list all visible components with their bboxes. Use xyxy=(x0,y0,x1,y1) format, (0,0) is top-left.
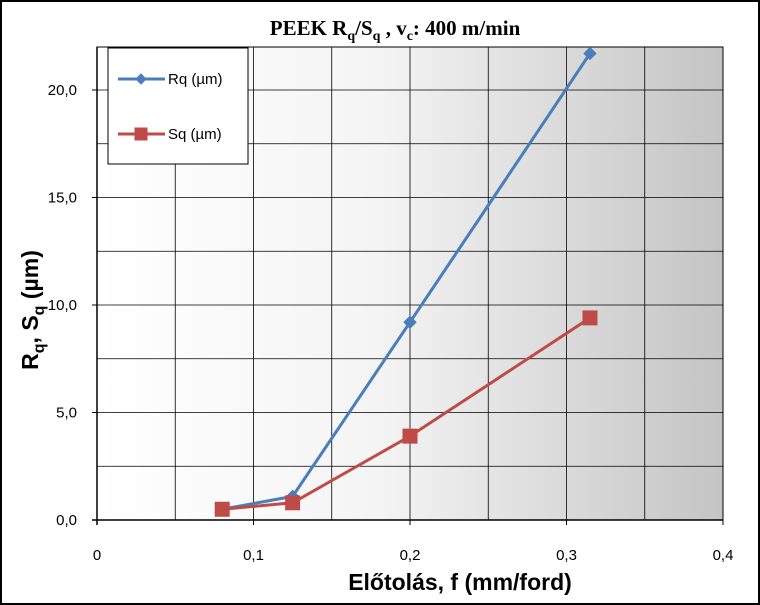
legend-item-sq: Sq (µm) xyxy=(118,126,222,143)
x-tick-label: 0,3 xyxy=(556,547,577,564)
legend-marker xyxy=(134,127,148,141)
series-sq xyxy=(214,310,598,517)
legend-label: Sq (µm) xyxy=(168,126,222,143)
y-tick-label: 20,0 xyxy=(48,82,77,99)
x-tick-label: 0 xyxy=(93,547,101,564)
data-point-rq xyxy=(583,46,597,61)
legend: Rq (µm) Sq (µm) xyxy=(107,47,249,165)
y-tick-label: 10,0 xyxy=(48,297,77,314)
y-tick-label: 15,0 xyxy=(48,190,77,207)
x-tick-label: 0,4 xyxy=(713,547,734,564)
series-line-sq xyxy=(222,316,591,511)
y-axis-title: Rq, Sq (µm) xyxy=(17,250,48,370)
legend-label: Rq (µm) xyxy=(168,71,222,88)
data-point-sq xyxy=(582,310,598,326)
data-point-rq xyxy=(403,315,417,329)
data-point-sq xyxy=(214,501,230,517)
series-line-rq xyxy=(221,52,592,511)
y-tick-label: 5,0 xyxy=(56,405,77,422)
x-tick-label: 0,2 xyxy=(400,547,421,564)
y-tick-label: 0,0 xyxy=(56,512,77,529)
x-tick-label: 0,1 xyxy=(243,547,264,564)
data-point-sq xyxy=(402,428,418,444)
legend-item-rq: Rq (µm) xyxy=(118,71,222,88)
x-axis-title: Előtolás, f (mm/ford) xyxy=(348,569,572,595)
legend-marker xyxy=(135,73,147,85)
chart-title: PEEK Rq/Sq , vc: 400 m/min xyxy=(270,16,521,44)
data-point-sq xyxy=(285,495,301,511)
